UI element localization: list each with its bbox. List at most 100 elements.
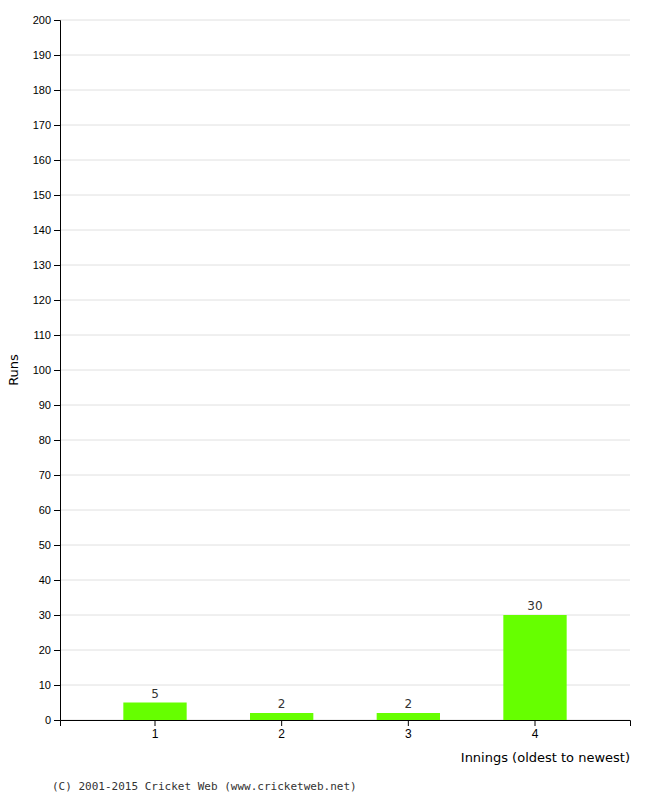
y-tick: 80 — [39, 434, 60, 446]
y-tick-label: 20 — [39, 644, 51, 656]
data-label: 5 — [151, 687, 159, 701]
y-tick-label: 190 — [33, 49, 51, 61]
y-tick: 200 — [33, 14, 60, 26]
y-tick: 60 — [39, 504, 60, 516]
x-tick-label: 4 — [532, 727, 539, 741]
x-tick: 1 — [152, 720, 159, 741]
y-tick-mark — [54, 195, 60, 196]
y-tick-mark — [54, 615, 60, 616]
y-tick-label: 30 — [39, 609, 51, 621]
x-tick-mark — [408, 720, 409, 726]
data-label: 2 — [405, 697, 413, 711]
bar — [123, 703, 186, 721]
y-tick-mark — [54, 335, 60, 336]
y-tick: 140 — [33, 224, 60, 236]
y-tick-mark — [54, 685, 60, 686]
grid — [60, 20, 630, 720]
y-tick-mark — [54, 580, 60, 581]
x-tick: 4 — [532, 720, 539, 741]
x-tick-label: 1 — [152, 727, 159, 741]
y-tick: 70 — [39, 469, 60, 481]
y-tick-label: 60 — [39, 504, 51, 516]
y-tick-label: 180 — [33, 84, 51, 96]
y-tick-label: 40 — [39, 574, 51, 586]
y-tick-label: 130 — [33, 259, 51, 271]
y-tick-label: 10 — [39, 679, 51, 691]
y-tick-mark — [54, 265, 60, 266]
y-tick-label: 160 — [33, 154, 51, 166]
x-tick-mark — [281, 720, 282, 726]
y-tick: 10 — [39, 679, 60, 691]
y-tick-label: 110 — [33, 329, 51, 341]
y-tick: 160 — [33, 154, 60, 166]
y-tick: 100 — [33, 364, 60, 376]
grid-line — [60, 370, 630, 371]
grid-line — [60, 300, 630, 301]
data-label: 2 — [278, 697, 286, 711]
y-tick-label: 50 — [39, 539, 51, 551]
y-tick-mark — [54, 405, 60, 406]
y-tick: 0 — [45, 714, 60, 726]
y-tick-mark — [54, 90, 60, 91]
y-tick-mark — [54, 440, 60, 441]
y-tick-label: 200 — [33, 14, 51, 26]
bar — [377, 713, 440, 720]
bar — [250, 713, 313, 720]
data-labels: 5 2 2 30 — [151, 599, 542, 711]
y-axis: 0 10 20 30 40 50 60 70 80 90 100 110 120 130 140 150 160… — [33, 14, 61, 726]
y-tick-mark — [54, 230, 60, 231]
grid-line — [60, 510, 630, 511]
y-tick: 40 — [39, 574, 60, 586]
x-tick: 3 — [405, 720, 412, 741]
x-tick-mark — [535, 720, 536, 726]
y-tick: 30 — [39, 609, 60, 621]
x-tick-label: 3 — [405, 727, 412, 741]
y-tick-mark — [54, 55, 60, 56]
y-tick: 50 — [39, 539, 60, 551]
grid-line — [60, 195, 630, 196]
x-tick: 2 — [278, 720, 285, 741]
data-label: 30 — [527, 599, 542, 613]
x-tick-mark — [155, 720, 156, 726]
y-tick: 90 — [39, 399, 60, 411]
y-tick: 20 — [39, 644, 60, 656]
x-axis-line — [61, 721, 631, 727]
y-axis-line — [54, 21, 61, 721]
bars — [123, 615, 566, 720]
y-tick-mark — [54, 160, 60, 161]
y-tick: 180 — [33, 84, 60, 96]
y-tick-label: 80 — [39, 434, 51, 446]
grid-line — [60, 55, 630, 56]
x-tick-label: 2 — [278, 727, 285, 741]
grid-line — [60, 440, 630, 441]
y-tick: 190 — [33, 49, 60, 61]
grid-line — [60, 20, 630, 21]
bar — [503, 615, 566, 720]
grid-line — [60, 90, 630, 91]
y-tick-label: 140 — [33, 224, 51, 236]
y-tick-label: 120 — [33, 294, 51, 306]
grid-line — [60, 405, 630, 406]
y-tick-mark — [54, 125, 60, 126]
y-tick-mark — [54, 650, 60, 651]
y-tick-label: 150 — [33, 189, 51, 201]
y-tick-mark — [54, 300, 60, 301]
grid-line — [60, 160, 630, 161]
y-tick-mark — [54, 370, 60, 371]
grid-line — [60, 125, 630, 126]
y-tick-label: 90 — [39, 399, 51, 411]
y-tick-label: 100 — [33, 364, 51, 376]
y-tick: 110 — [33, 329, 60, 341]
plot: 5223012340102030405060708090100110120130… — [6, 14, 631, 765]
y-tick-mark — [54, 545, 60, 546]
chart: 5223012340102030405060708090100110120130… — [0, 0, 650, 800]
y-tick-mark — [54, 720, 60, 721]
y-tick-mark — [54, 475, 60, 476]
chart-container: 5223012340102030405060708090100110120130… — [0, 0, 650, 800]
grid-line — [60, 580, 630, 581]
y-tick-mark — [54, 20, 60, 21]
y-tick: 150 — [33, 189, 60, 201]
grid-line — [60, 545, 630, 546]
y-axis-title: Runs — [6, 354, 21, 386]
y-tick-mark — [54, 510, 60, 511]
